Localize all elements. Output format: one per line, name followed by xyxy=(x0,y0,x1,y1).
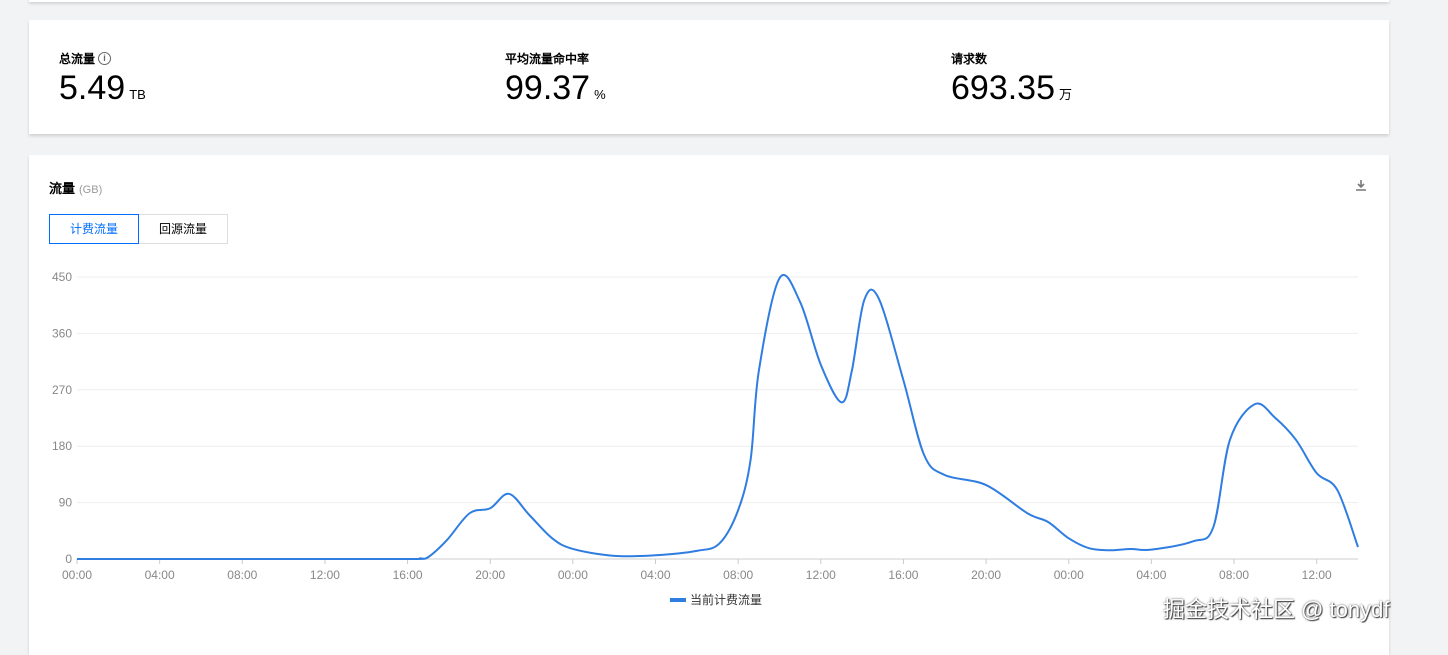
stats-card: 总流量 i 5.49 TB 平均流量命中率 99.37% 请求数 693.35 万 xyxy=(29,20,1389,134)
y-tick-label: 360 xyxy=(52,326,72,340)
legend-label: 当前计费流量 xyxy=(690,592,762,607)
y-tick-label: 90 xyxy=(59,496,73,510)
y-tick-label: 180 xyxy=(52,439,72,453)
chart-unit: (GB) xyxy=(79,184,103,196)
tab-billing-traffic[interactable]: 计费流量 xyxy=(49,214,139,244)
y-tick-label: 450 xyxy=(52,270,72,284)
x-tick-label: 08:00 xyxy=(227,568,257,582)
x-tick-label: 12:00 xyxy=(310,568,340,582)
x-tick-label: 16:00 xyxy=(393,568,423,582)
x-tick-label: 16:00 xyxy=(888,568,918,582)
chart-title: 流量 (GB) xyxy=(49,178,102,197)
x-tick-label: 08:00 xyxy=(1219,568,1249,582)
y-tick-label: 0 xyxy=(65,552,72,566)
watermark: 掘金技术社区 @ tonydf xyxy=(1163,597,1390,622)
stat-label: 平均流量命中率 xyxy=(505,52,590,66)
stat-label: 总流量 xyxy=(59,52,96,66)
x-tick-label: 08:00 xyxy=(723,568,753,582)
x-tick-label: 04:00 xyxy=(1136,568,1166,582)
stat-value: 5.49 xyxy=(59,69,126,107)
stat-value: 693.35 xyxy=(951,69,1055,107)
stat-value: 99.37 xyxy=(505,69,591,107)
download-icon[interactable] xyxy=(1355,179,1367,195)
stat-hit-rate: 平均流量命中率 99.37% xyxy=(505,50,606,108)
stat-unit: % xyxy=(594,87,606,102)
x-tick-label: 00:00 xyxy=(558,568,588,582)
tab-origin-traffic[interactable]: 回源流量 xyxy=(139,214,228,244)
x-tick-label: 20:00 xyxy=(475,568,505,582)
x-tick-label: 12:00 xyxy=(806,568,836,582)
x-tick-label: 20:00 xyxy=(971,568,1001,582)
x-tick-label: 00:00 xyxy=(62,568,92,582)
top-card-edge xyxy=(29,0,1389,2)
stat-unit: 万 xyxy=(1059,87,1073,102)
x-tick-label: 04:00 xyxy=(641,568,671,582)
y-tick-label: 270 xyxy=(52,383,72,397)
info-icon[interactable]: i xyxy=(98,52,112,65)
traffic-chart-card: 流量 (GB) 计费流量 回源流量 xyxy=(29,155,1389,655)
chart-title-text: 流量 xyxy=(49,181,76,196)
stat-label: 请求数 xyxy=(951,52,988,66)
x-tick-label: 12:00 xyxy=(1302,568,1332,582)
stat-total-traffic: 总流量 i 5.49 TB xyxy=(59,50,146,108)
x-tick-label: 00:00 xyxy=(1054,568,1084,582)
legend-swatch xyxy=(670,598,686,602)
stat-unit: TB xyxy=(129,87,146,102)
x-tick-label: 04:00 xyxy=(145,568,175,582)
stat-requests: 请求数 693.35 万 xyxy=(951,50,1072,108)
series-line-0 xyxy=(76,274,1359,561)
